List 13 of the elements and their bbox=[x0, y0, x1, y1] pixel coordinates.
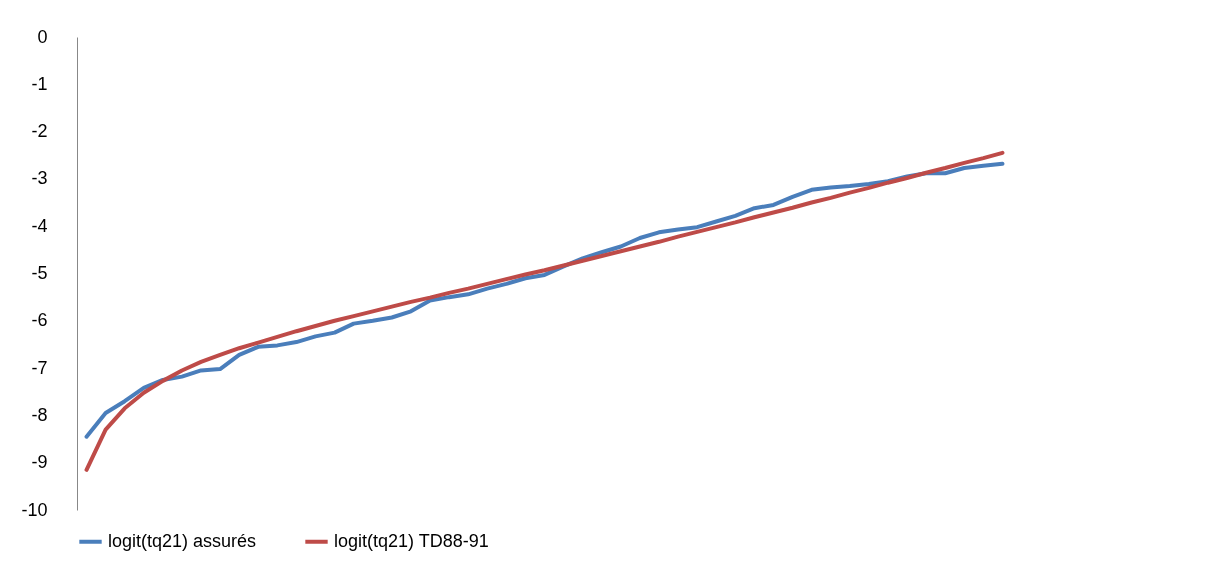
y-tick-label: -6 bbox=[31, 310, 48, 331]
y-tick-label: -1 bbox=[31, 73, 48, 94]
y-tick-label: -10 bbox=[21, 499, 48, 520]
y-tick-label: -2 bbox=[31, 121, 48, 142]
y-tick-label: -5 bbox=[31, 263, 48, 283]
y-tick-label: -8 bbox=[31, 404, 48, 425]
y-tick-label: 0 bbox=[37, 26, 48, 47]
y-tick-label: -9 bbox=[31, 452, 48, 473]
legend-label: logit(tq21) assurés bbox=[108, 530, 257, 551]
legend-label: logit(tq21) TD88-91 bbox=[334, 530, 489, 551]
y-tick-label: -3 bbox=[31, 168, 48, 189]
y-tick-label: -7 bbox=[31, 357, 48, 378]
y-tick-label: -4 bbox=[31, 215, 48, 236]
